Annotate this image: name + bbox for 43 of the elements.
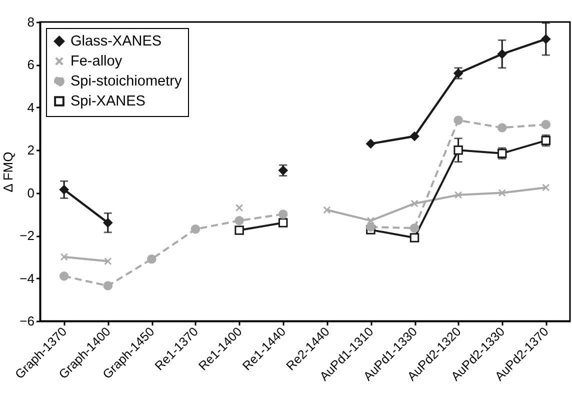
- point: [497, 123, 507, 132]
- point: [410, 223, 420, 233]
- y-tick-label: 6: [27, 57, 34, 72]
- point: [498, 189, 506, 197]
- point: [278, 218, 288, 228]
- y-tick-label: −4: [20, 270, 34, 286]
- legend-label: Glass-XANES: [70, 33, 162, 50]
- point: [542, 184, 550, 192]
- legend-label: Fe-alloy: [70, 53, 123, 70]
- point: [103, 218, 113, 228]
- legend-label: Spi-stoichiometry: [70, 73, 182, 90]
- point: [235, 204, 244, 212]
- y-tick-label: −2: [20, 228, 34, 244]
- point: [234, 216, 244, 226]
- point: [454, 146, 463, 155]
- y-axis-title: Δ FMQ: [0, 152, 16, 192]
- point: [454, 191, 462, 199]
- point: [104, 257, 112, 266]
- y-tick-label: 2: [27, 142, 34, 158]
- point: [541, 120, 551, 130]
- y-tick-label: −6: [20, 314, 34, 328]
- point: [234, 226, 244, 235]
- point: [454, 116, 463, 125]
- point: [147, 254, 156, 264]
- point: [366, 222, 376, 232]
- point: [103, 281, 113, 290]
- y-tick-label: 4: [27, 100, 34, 115]
- point: [190, 224, 200, 234]
- point: [541, 34, 551, 44]
- y-tick-label: 8: [27, 14, 34, 30]
- point: [497, 49, 507, 59]
- point: [366, 139, 376, 148]
- point: [366, 216, 375, 224]
- point: [59, 185, 69, 194]
- point: [59, 272, 69, 281]
- point: [60, 253, 68, 261]
- point: [410, 233, 420, 242]
- point: [323, 206, 331, 214]
- point: [410, 200, 418, 208]
- point: [410, 132, 420, 141]
- point: [278, 210, 288, 219]
- y-tick-label: 0: [27, 185, 34, 200]
- legend-label: Spi-XANES: [70, 93, 146, 110]
